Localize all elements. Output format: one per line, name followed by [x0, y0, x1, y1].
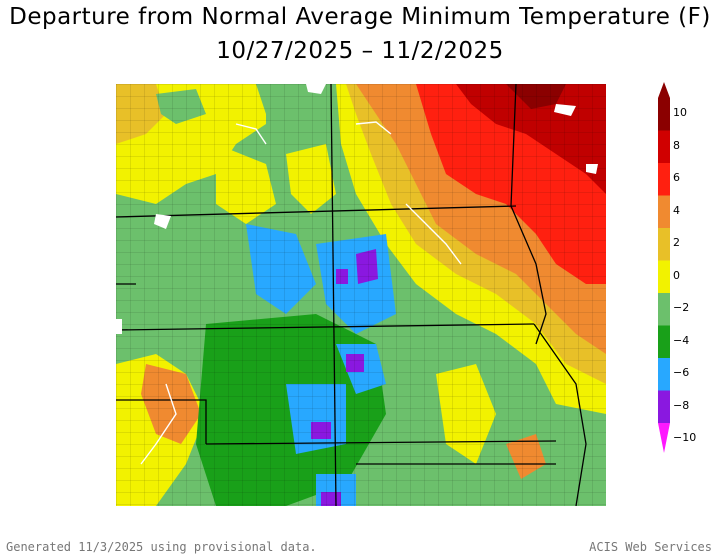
legend-label: 8	[673, 138, 680, 152]
legend-arrow-top	[658, 82, 670, 98]
legend-colorbar	[652, 82, 712, 482]
legend-label: −10	[673, 431, 697, 444]
legend-segment	[658, 163, 670, 196]
legend-label: −2	[673, 301, 690, 314]
temperature-departure-map	[116, 84, 606, 506]
legend-label: 10	[673, 106, 687, 119]
source-credit: ACIS Web Services	[589, 540, 712, 554]
legend-label: 4	[673, 203, 680, 217]
rivers	[140, 121, 462, 465]
legend-label: 2	[673, 236, 680, 249]
legend-label: 6	[673, 171, 680, 184]
map-title: Departure from Normal Average Minimum Te…	[9, 4, 711, 30]
state-boundaries	[116, 84, 587, 506]
date-range: 10/27/2025 – 11/2/2025	[216, 38, 504, 64]
legend-label: −8	[673, 398, 690, 412]
legend-svg	[658, 82, 670, 453]
legend-segment	[658, 293, 670, 326]
legend-segment	[658, 358, 670, 391]
legend-segment	[658, 98, 670, 131]
generated-note: Generated 11/3/2025 using provisional da…	[6, 540, 317, 554]
legend-segment	[658, 195, 670, 228]
legend-arrow-bottom	[658, 423, 670, 453]
legend-segment	[658, 390, 670, 423]
legend-label: 0	[673, 268, 680, 282]
legend-label: −4	[673, 333, 690, 347]
legend-segment	[658, 260, 670, 293]
county-grid	[116, 84, 606, 506]
legend-segment	[658, 130, 670, 163]
legend-segment	[658, 228, 670, 261]
legend-segment	[658, 325, 670, 358]
legend-label: −6	[673, 366, 690, 379]
lakes	[116, 84, 598, 334]
map-svg	[116, 84, 606, 506]
